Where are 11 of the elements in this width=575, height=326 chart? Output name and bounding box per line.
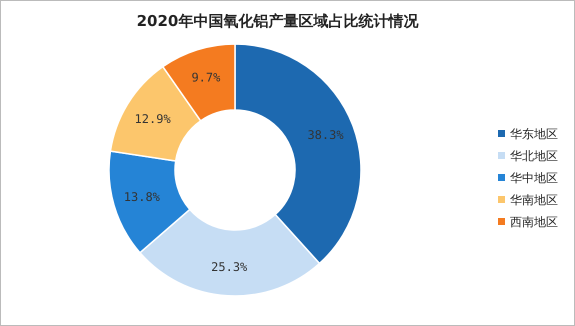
legend-label: 华北地区 xyxy=(510,149,558,163)
data-label: 38.3% xyxy=(307,128,344,142)
data-label: 12.9% xyxy=(134,112,172,126)
data-label: 9.7% xyxy=(191,70,222,84)
legend-label: 华南地区 xyxy=(510,193,558,207)
legend-label: 华东地区 xyxy=(510,127,558,141)
legend-label: 华中地区 xyxy=(510,171,558,185)
chart-title: 2020年中国氧化铝产量区域占比统计情况 xyxy=(136,12,420,30)
legend-label: 西南地区 xyxy=(510,215,558,229)
data-label: 25.3% xyxy=(211,260,248,274)
data-label: 13.8% xyxy=(124,190,161,204)
